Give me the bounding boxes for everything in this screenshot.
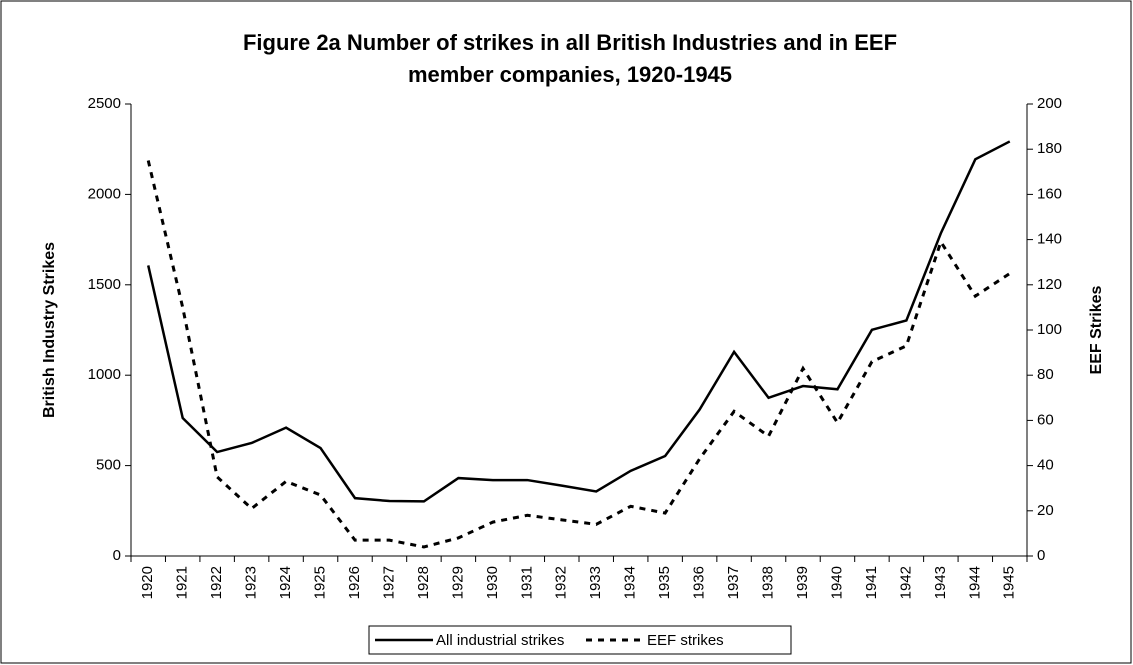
y2-tick-label: 40 bbox=[1037, 457, 1054, 474]
y2-tick-label: 20 bbox=[1037, 502, 1054, 519]
x-tick-label: 1937 bbox=[725, 566, 742, 599]
y2-tick-label: 60 bbox=[1037, 411, 1054, 428]
x-tick-label: 1930 bbox=[484, 566, 501, 599]
y-tick-label: 1500 bbox=[88, 276, 121, 293]
x-tick-label: 1934 bbox=[622, 566, 639, 599]
y2-tick-label: 160 bbox=[1037, 185, 1062, 202]
x-tick-label: 1923 bbox=[243, 566, 260, 599]
y2-tick-label: 0 bbox=[1037, 547, 1045, 564]
x-tick-label: 1931 bbox=[518, 566, 535, 599]
x-tick-label: 1920 bbox=[139, 566, 156, 599]
y2-tick-label: 120 bbox=[1037, 276, 1062, 293]
chart-title: Figure 2a Number of strikes in all Briti… bbox=[243, 30, 897, 55]
y-tick-label: 2000 bbox=[88, 185, 121, 202]
x-tick-label: 1921 bbox=[174, 566, 191, 599]
y2-tick-label: 200 bbox=[1037, 95, 1062, 112]
x-tick-label: 1929 bbox=[449, 566, 466, 599]
y-axis-title: British Industry Strikes bbox=[41, 242, 58, 418]
x-tick-label: 1941 bbox=[863, 566, 880, 599]
y2-tick-label: 100 bbox=[1037, 321, 1062, 338]
x-tick-label: 1933 bbox=[587, 566, 604, 599]
x-tick-label: 1928 bbox=[415, 566, 432, 599]
legend-label: EEF strikes bbox=[647, 632, 724, 649]
x-tick-label: 1939 bbox=[794, 566, 811, 599]
x-tick-label: 1936 bbox=[691, 566, 708, 599]
x-tick-label: 1943 bbox=[932, 566, 949, 599]
y2-tick-label: 80 bbox=[1037, 366, 1054, 383]
chart-title: member companies, 1920-1945 bbox=[408, 62, 732, 87]
y-tick-label: 1000 bbox=[88, 366, 121, 383]
x-tick-label: 1945 bbox=[1001, 566, 1018, 599]
x-tick-label: 1932 bbox=[553, 566, 570, 599]
y-tick-label: 2500 bbox=[88, 95, 121, 112]
y2-tick-label: 140 bbox=[1037, 231, 1062, 248]
x-tick-label: 1927 bbox=[380, 566, 397, 599]
x-tick-label: 1922 bbox=[208, 566, 225, 599]
y2-axis-title: EEF Strikes bbox=[1088, 285, 1105, 374]
x-tick-label: 1935 bbox=[656, 566, 673, 599]
x-tick-label: 1944 bbox=[966, 566, 983, 599]
y2-tick-label: 180 bbox=[1037, 140, 1062, 157]
x-tick-label: 1924 bbox=[277, 566, 294, 599]
x-tick-label: 1925 bbox=[312, 566, 329, 599]
series-line bbox=[147, 140, 1011, 503]
y-tick-label: 0 bbox=[113, 547, 121, 564]
series-line bbox=[146, 160, 1011, 549]
y-tick-label: 500 bbox=[96, 457, 121, 474]
x-tick-label: 1926 bbox=[346, 566, 363, 599]
x-tick-label: 1942 bbox=[897, 566, 914, 599]
x-tick-label: 1938 bbox=[760, 566, 777, 599]
legend-label: All industrial strikes bbox=[436, 632, 564, 649]
x-tick-label: 1940 bbox=[828, 566, 845, 599]
legend-box bbox=[368, 625, 792, 655]
